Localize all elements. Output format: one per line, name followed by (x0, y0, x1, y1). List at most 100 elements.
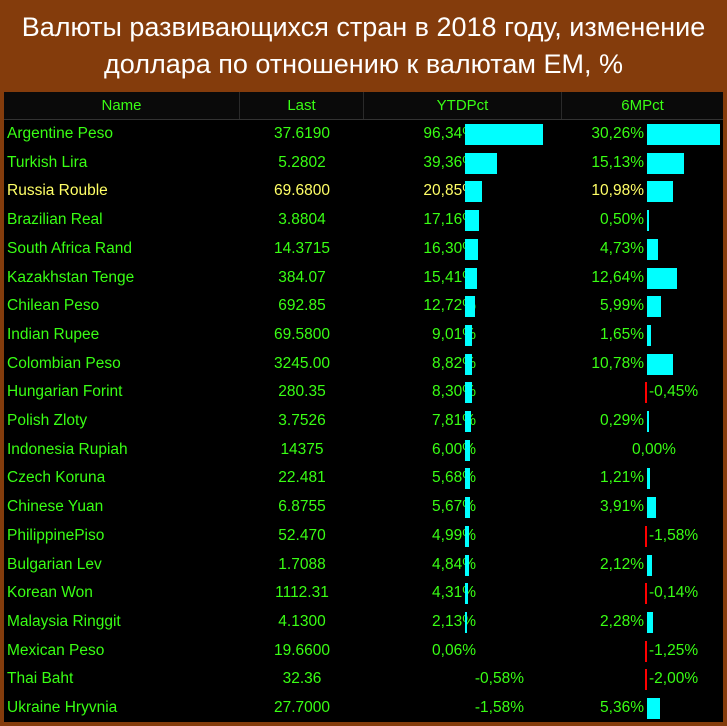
table-row: Hungarian Forint 280.35 8,30% -0,45% (4, 378, 723, 407)
last-value: 32.36 (282, 670, 322, 688)
currency-name: Indonesia Rupiah (7, 440, 128, 458)
six-month-bar (647, 324, 651, 346)
title-line-2: доллара по отношению к валютам ЕМ, % (104, 49, 623, 79)
last-value: 1.7088 (278, 555, 326, 573)
last-value: 3245.00 (273, 354, 331, 372)
table-row: Indonesia Rupiah 14375 6,00% 0,00% (4, 436, 723, 465)
ytd-bar (465, 611, 467, 633)
currency-name: Polish Zloty (7, 412, 88, 429)
ytd-bar (465, 525, 470, 547)
table-row: Argentine Peso 37.6190 96,34% 30,26% (4, 120, 723, 149)
table-row: Ukraine Hryvnia 27.7000 -1,58% 5,36% (4, 694, 723, 723)
ytd-pct: 4,84% (432, 555, 476, 573)
six-month-pct: 2,28% (600, 612, 644, 630)
header-6m[interactable]: 6MPct (621, 97, 664, 114)
last-value: 37.6190 (273, 125, 331, 142)
six-month-bar (647, 124, 720, 145)
ytd-pct: 9,01% (432, 325, 476, 343)
six-month-pct: 2,12% (600, 555, 644, 573)
ytd-bar (465, 238, 479, 260)
last-value: 6.8755 (278, 498, 326, 516)
table-row: Russia Rouble 69.6800 20,85% 10,98% (4, 177, 723, 206)
table-row: Colombian Peso 3245.00 8,82% 10,78% (4, 350, 723, 379)
ytd-pct: -1,58% (474, 699, 524, 716)
header-name[interactable]: Name (4, 92, 240, 119)
ytd-pct: 12,72% (423, 297, 476, 315)
currency-name: Thai Baht (7, 670, 74, 688)
ytd-pct: 8,30% (432, 383, 476, 401)
ytd-bar (465, 554, 469, 576)
six-month-pct: 5,99% (600, 297, 644, 315)
header-last[interactable]: Last (240, 92, 364, 119)
last-value: 1112.31 (275, 584, 329, 602)
currency-name: Kazakhstan Tenge (7, 268, 135, 286)
six-month-pct: 10,98% (591, 182, 644, 200)
table-row: Turkish Lira 5.2802 39,36% 15,13% (4, 149, 723, 178)
table-row: Polish Zloty 3.7526 7,81% 0,29% (4, 407, 723, 436)
currency-name: Chilean Peso (7, 297, 100, 315)
ytd-bar (465, 583, 469, 605)
currency-name: Colombian Peso (7, 354, 121, 372)
ytd-pct: 20,85% (423, 182, 476, 200)
ytd-bar (465, 353, 473, 375)
six-month-bar (647, 267, 678, 289)
six-month-bar (647, 353, 673, 375)
currency-name: Chinese Yuan (7, 498, 104, 516)
six-month-pct: 4,73% (600, 239, 644, 257)
currency-name: Turkish Lira (7, 153, 88, 171)
last-value: 52.470 (278, 526, 326, 544)
ytd-pct: 5,67% (432, 498, 476, 516)
currency-table: Name Last YTDPct 6MPct Argentine Peso 37.… (4, 92, 723, 722)
table-row: Mexican Peso 19.6600 0,06% -1,25% (4, 637, 723, 666)
six-month-pct: 0,29% (600, 412, 644, 429)
table-row: Indian Rupee 69.5800 9,01% 1,65% (4, 321, 723, 350)
six-month-bar (647, 497, 657, 519)
six-month-negative-bar (645, 583, 647, 605)
six-month-negative-bar (645, 525, 647, 547)
table-row: Chinese Yuan 6.8755 5,67% 3,91% (4, 493, 723, 522)
last-value: 692.85 (278, 297, 326, 315)
header-ytd[interactable]: YTDPct (364, 92, 562, 119)
last-value: 384.07 (278, 268, 326, 286)
six-month-pct: 12,64% (591, 268, 644, 286)
ytd-pct: 17,16% (423, 211, 476, 229)
ytd-pct: 4,99% (432, 526, 476, 544)
six-month-bar (647, 554, 653, 576)
last-value: 22.481 (278, 469, 326, 487)
ytd-bar (465, 382, 472, 404)
six-month-bar (647, 411, 649, 432)
currency-name: Czech Koruna (7, 469, 106, 487)
currency-name: PhilippinePiso (7, 526, 105, 544)
ytd-bar (465, 497, 470, 519)
six-month-pct: 1,65% (600, 325, 644, 343)
ytd-bar (465, 324, 473, 346)
six-month-pct: 10,78% (591, 354, 644, 372)
ytd-bar (465, 439, 470, 461)
last-value: 14375 (280, 440, 324, 458)
last-value: 3.8804 (278, 211, 326, 229)
table-row: Thai Baht 32.36 -0,58% -2,00% (4, 665, 723, 694)
currency-name: Korean Won (7, 584, 93, 602)
last-value: 14.3715 (273, 239, 331, 257)
table-row: Kazakhstan Tenge 384.07 15,41% 12,64% (4, 264, 723, 293)
table-row: Korean Won 1112.31 4,31% -0,14% (4, 579, 723, 608)
six-month-pct: -2,00% (649, 670, 699, 688)
currency-name: Mexican Peso (7, 641, 105, 659)
last-value: 69.5800 (273, 325, 331, 343)
table-row: South Africa Rand 14.3715 16,30% 4,73% (4, 235, 723, 264)
table-row: PhilippinePiso 52.470 4,99% -1,58% (4, 522, 723, 551)
six-month-bar (647, 181, 674, 203)
six-month-pct: 0,50% (600, 211, 644, 229)
six-month-bar (647, 468, 650, 490)
ytd-pct: 16,30% (423, 239, 476, 257)
ytd-pct: 0,06% (432, 641, 476, 659)
ytd-bar (465, 210, 479, 232)
six-month-bar (647, 296, 662, 318)
last-value: 19.6600 (273, 641, 331, 659)
table-row: Chilean Peso 692.85 12,72% 5,99% (4, 292, 723, 321)
chart-title: Валюты развивающихся стран в 2018 году, … (0, 0, 727, 92)
last-value: 280.35 (278, 383, 326, 401)
ytd-pct: 6,00% (432, 440, 476, 458)
ytd-bar (465, 181, 482, 203)
six-month-pct: -1,25% (649, 641, 699, 659)
